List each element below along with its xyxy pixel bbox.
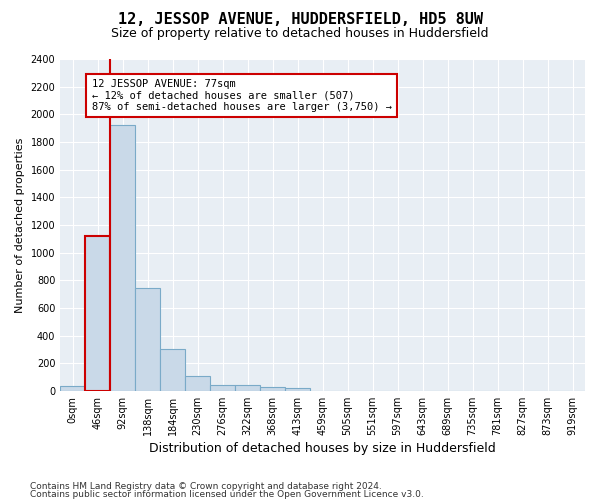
Text: Contains public sector information licensed under the Open Government Licence v3: Contains public sector information licen… [30, 490, 424, 499]
Text: Size of property relative to detached houses in Huddersfield: Size of property relative to detached ho… [111, 28, 489, 40]
Bar [260, 388, 285, 391]
Bar [160, 350, 185, 391]
X-axis label: Distribution of detached houses by size in Huddersfield: Distribution of detached houses by size … [149, 442, 496, 455]
Text: Contains HM Land Registry data © Crown copyright and database right 2024.: Contains HM Land Registry data © Crown c… [30, 482, 382, 491]
Bar [185, 376, 210, 391]
Bar [85, 236, 110, 391]
Bar [210, 384, 235, 391]
Bar [135, 288, 160, 391]
Text: 12, JESSOP AVENUE, HUDDERSFIELD, HD5 8UW: 12, JESSOP AVENUE, HUDDERSFIELD, HD5 8UW [118, 12, 482, 28]
Text: 12 JESSOP AVENUE: 77sqm
← 12% of detached houses are smaller (507)
87% of semi-d: 12 JESSOP AVENUE: 77sqm ← 12% of detache… [92, 79, 392, 112]
Bar [110, 126, 135, 391]
Bar [235, 386, 260, 391]
Bar [60, 386, 85, 391]
Y-axis label: Number of detached properties: Number of detached properties [15, 137, 25, 312]
Bar [285, 388, 310, 391]
